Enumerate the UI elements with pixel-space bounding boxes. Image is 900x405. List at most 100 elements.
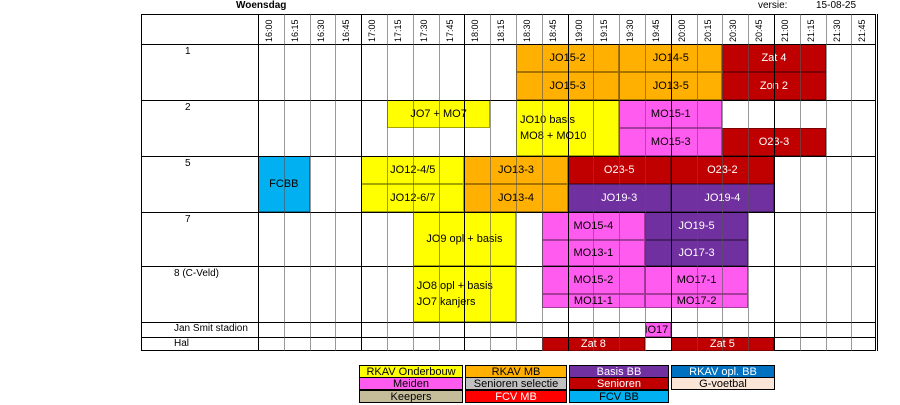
field-label: 7	[185, 214, 191, 225]
time-gridline	[413, 14, 414, 351]
block-label: Zon 2	[759, 80, 789, 92]
version-label: versie:	[758, 0, 788, 11]
block-label: JO15-3	[550, 80, 586, 92]
block-label: JO17-3	[679, 247, 715, 259]
schedule-block: JO10 basis MO8 + MO10	[516, 100, 620, 156]
time-label: 18:30	[522, 19, 532, 42]
time-label: 19:45	[651, 19, 661, 42]
block-label: JO14-5	[653, 52, 689, 64]
time-gridline	[800, 14, 801, 351]
schedule-block: JO12-6/7	[361, 184, 465, 212]
time-gridline	[645, 14, 646, 351]
block-label: JO19-5	[679, 220, 715, 232]
block-label: Zat 4	[761, 52, 787, 64]
block-label: JO12-6/7	[390, 192, 435, 204]
legend-item: RKAV MB	[465, 365, 567, 378]
row-divider	[141, 44, 876, 45]
version-date: 15-08-25	[816, 0, 857, 11]
legend-item: G-voetbal	[671, 377, 775, 390]
time-gridline	[877, 14, 878, 351]
time-gridline	[542, 14, 543, 351]
block-label: MO17 1	[646, 323, 670, 336]
time-label: 20:00	[676, 19, 687, 42]
time-label: 21:00	[780, 19, 790, 42]
time-label: 19:00	[573, 19, 584, 42]
schedule-block: JO19-5	[645, 212, 749, 240]
time-label: 16:30	[315, 19, 326, 42]
block-label: JO13-5	[653, 80, 689, 92]
block-label: MO17-2	[677, 295, 717, 307]
schedule-block: MO15-3	[619, 128, 723, 156]
time-label: 20:30	[728, 19, 739, 42]
legend-item: Senioren selectie	[465, 377, 567, 390]
time-label: 20:45	[754, 19, 765, 42]
time-gridline	[851, 14, 852, 351]
schedule-block: MO15-1	[619, 100, 723, 128]
block-label: JO12-4/5	[390, 164, 435, 176]
field-label: 1	[185, 46, 191, 57]
time-label: 19:30	[625, 19, 636, 42]
time-label: 17:30	[418, 19, 429, 42]
row-divider	[141, 100, 876, 101]
time-label: 21:45	[857, 19, 868, 42]
time-label: 16:45	[341, 19, 352, 42]
schedule-block: FCBB	[258, 156, 310, 212]
time-label: 21:15	[805, 19, 816, 42]
schedule-block: Zon 2	[722, 72, 826, 100]
time-gridline	[748, 14, 749, 351]
grid-frame	[141, 14, 876, 351]
block-label-secondary: JO7 kanjers	[416, 296, 476, 308]
block-label: FCBB	[269, 178, 298, 190]
time-label: 18:00	[470, 19, 481, 42]
block-label: JO10 basis	[520, 114, 576, 126]
time-gridline	[361, 14, 362, 351]
time-gridline	[387, 14, 388, 351]
time-gridline	[335, 14, 336, 351]
field-label: Hal	[174, 338, 190, 349]
schedule-block: JO7 + MO7	[387, 100, 491, 128]
time-gridline	[826, 14, 827, 351]
block-label: JO7 + MO7	[410, 108, 467, 120]
row-divider	[141, 322, 876, 323]
block-label: O23-3	[759, 136, 790, 148]
field-label: 2	[185, 102, 191, 113]
block-label: JO8 opl + basis	[416, 280, 493, 292]
time-gridline	[774, 14, 775, 351]
day-title: Woensdag	[236, 0, 287, 11]
time-label: 17:00	[367, 19, 378, 42]
block-label: MO15-3	[651, 136, 691, 148]
time-label: 16:15	[289, 19, 300, 42]
schedule-block: MO17 1	[645, 322, 671, 337]
legend-item: Senioren	[569, 377, 669, 390]
time-label: 17:45	[444, 19, 455, 42]
time-gridline	[568, 14, 569, 351]
time-gridline	[439, 14, 440, 351]
time-label: 16:00	[264, 19, 274, 42]
time-gridline	[464, 14, 465, 351]
legend-item: FCV MB	[465, 390, 567, 403]
block-label-secondary: MO8 + MO10	[520, 130, 587, 142]
row-divider	[141, 212, 876, 213]
field-label: 5	[185, 158, 191, 169]
row-divider	[141, 156, 876, 157]
block-label: JO15-2	[550, 52, 586, 64]
row-divider	[141, 337, 876, 338]
legend-item: FCV BB	[569, 390, 669, 403]
schedule-block: JO13-4	[464, 184, 568, 212]
block-label: JO13-4	[498, 192, 534, 204]
time-label: 21:30	[831, 19, 842, 42]
block-label: MO15-1	[651, 108, 691, 120]
time-label: 19:15	[599, 19, 610, 42]
legend-item: Meiden	[359, 377, 463, 390]
row-divider	[141, 266, 876, 267]
block-label: JO13-3	[498, 164, 534, 176]
time-gridline	[593, 14, 594, 351]
block-label: MO17-1	[677, 274, 717, 286]
time-label: 18:15	[496, 19, 507, 42]
time-label: 20:15	[702, 19, 713, 42]
time-gridline	[697, 14, 698, 351]
schedule-block: JO13-3	[464, 156, 568, 184]
time-gridline	[310, 14, 311, 351]
time-label: 18:45	[547, 19, 558, 42]
